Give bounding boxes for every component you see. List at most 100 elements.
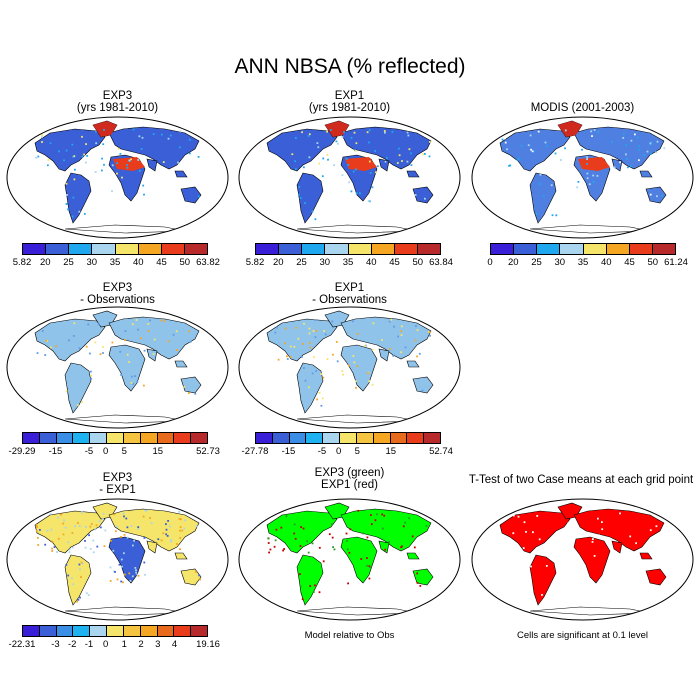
- grid-cell: [73, 178, 76, 181]
- grid-cell: [142, 184, 145, 187]
- grid-cell: [554, 220, 556, 223]
- grid-cell: [577, 181, 580, 183]
- colorbar-swatch: [45, 244, 69, 254]
- grid-cell: [145, 509, 148, 512]
- grid-cell: [275, 528, 278, 531]
- grid-cell: [85, 161, 87, 164]
- grid-cell: [183, 527, 186, 530]
- grid-cell: [123, 573, 126, 576]
- continent-shape: [406, 170, 420, 178]
- grid-cell: [78, 525, 81, 527]
- grid-cell: [629, 535, 632, 538]
- colorbar-tick-label: 45: [624, 257, 635, 268]
- grid-cell: [348, 181, 351, 184]
- colorbar-tick-label: -15: [48, 446, 63, 457]
- grid-cell: [588, 183, 591, 186]
- grid-cell: [586, 172, 589, 175]
- grid-cell: [308, 386, 310, 389]
- colorbar-swatch: [288, 433, 306, 443]
- panel-title-line2: - EXP1: [99, 484, 136, 496]
- grid-cell: [619, 512, 621, 515]
- grid-cell: [65, 182, 68, 185]
- grid-cell: [314, 218, 317, 221]
- continent-shape: [180, 376, 202, 394]
- grid-cell: [345, 532, 348, 535]
- grid-cell: [72, 335, 75, 337]
- grid-cell: [393, 325, 395, 328]
- grid-cell: [597, 517, 599, 520]
- map-border: [6, 116, 229, 239]
- grid-cell: [327, 158, 329, 161]
- grid-cell: [71, 532, 74, 534]
- grid-cell: [44, 543, 47, 546]
- grid-cell: [63, 519, 65, 522]
- grid-cell: [419, 585, 422, 587]
- panel-ttest-title: T-Test of two Case means at each grid po…: [462, 474, 700, 486]
- colorbar-swatch: [122, 626, 140, 636]
- map-border: [471, 116, 694, 239]
- grid-cell: [656, 140, 659, 143]
- grid-cell: [404, 346, 407, 349]
- grid-cell: [367, 200, 370, 202]
- grid-cell: [132, 128, 135, 131]
- grid-cell: [35, 156, 38, 159]
- grid-cell: [322, 157, 325, 160]
- grid-cell: [333, 548, 336, 551]
- grid-cell: [630, 165, 632, 168]
- panel-exp3-exp1-title: EXP3 - EXP1: [5, 472, 230, 496]
- grid-cell: [504, 141, 507, 144]
- colorbar-tick-label: -2: [67, 639, 77, 650]
- grid-cell: [99, 353, 102, 355]
- grid-cell: [126, 536, 129, 539]
- continent-shape: [340, 536, 378, 584]
- grid-cell: [134, 567, 137, 569]
- grid-cell: [85, 526, 87, 528]
- grid-cell: [187, 392, 190, 394]
- colorbar-tick-label: -15: [281, 446, 296, 457]
- grid-cell: [598, 534, 600, 537]
- map-border: [238, 116, 461, 239]
- grid-cell: [78, 210, 81, 213]
- grid-cell: [311, 542, 314, 545]
- grid-cell: [65, 149, 68, 152]
- colorbar-swatch: [55, 626, 73, 636]
- grid-cell: [280, 526, 283, 529]
- grid-cell: [508, 164, 510, 167]
- grid-cell: [76, 404, 79, 407]
- grid-cell: [197, 195, 200, 198]
- grid-cell: [172, 333, 175, 336]
- grid-cell: [535, 212, 538, 215]
- grid-cell: [301, 131, 303, 134]
- grid-cell: [167, 340, 170, 343]
- grid-cell: [559, 162, 562, 164]
- grid-cell: [73, 155, 76, 158]
- grid-cell: [590, 130, 593, 133]
- grid-cell: [400, 334, 403, 337]
- colorbar-tick-label: 0: [487, 257, 493, 268]
- grid-cell: [51, 547, 53, 550]
- grid-cell: [506, 148, 508, 151]
- grid-cell: [425, 525, 428, 527]
- grid-cell: [130, 158, 132, 161]
- grid-cell: [623, 133, 625, 136]
- colorbar-tick-label: -27.78: [241, 446, 269, 457]
- continent-shape: [645, 568, 667, 586]
- continent-shape: [340, 316, 432, 360]
- colorbar-tick-label: 0: [336, 446, 342, 457]
- grid-cell: [111, 341, 114, 344]
- colorbar-swatch: [72, 626, 90, 636]
- grid-cell: [84, 546, 87, 549]
- grid-cell: [564, 129, 567, 132]
- grid-cell: [65, 564, 68, 566]
- continent-shape: [266, 128, 338, 172]
- colorbar-swatch: [156, 626, 174, 636]
- grid-cell: [522, 547, 525, 549]
- grid-cell: [116, 552, 119, 554]
- colorbar-swatch: [89, 626, 107, 636]
- grid-cell: [392, 354, 395, 357]
- colorbar-tick-label: 5.82: [245, 257, 265, 268]
- grid-cell: [140, 148, 143, 150]
- grid-cell: [64, 526, 67, 529]
- grid-cell: [333, 164, 335, 167]
- grid-cell: [326, 130, 328, 133]
